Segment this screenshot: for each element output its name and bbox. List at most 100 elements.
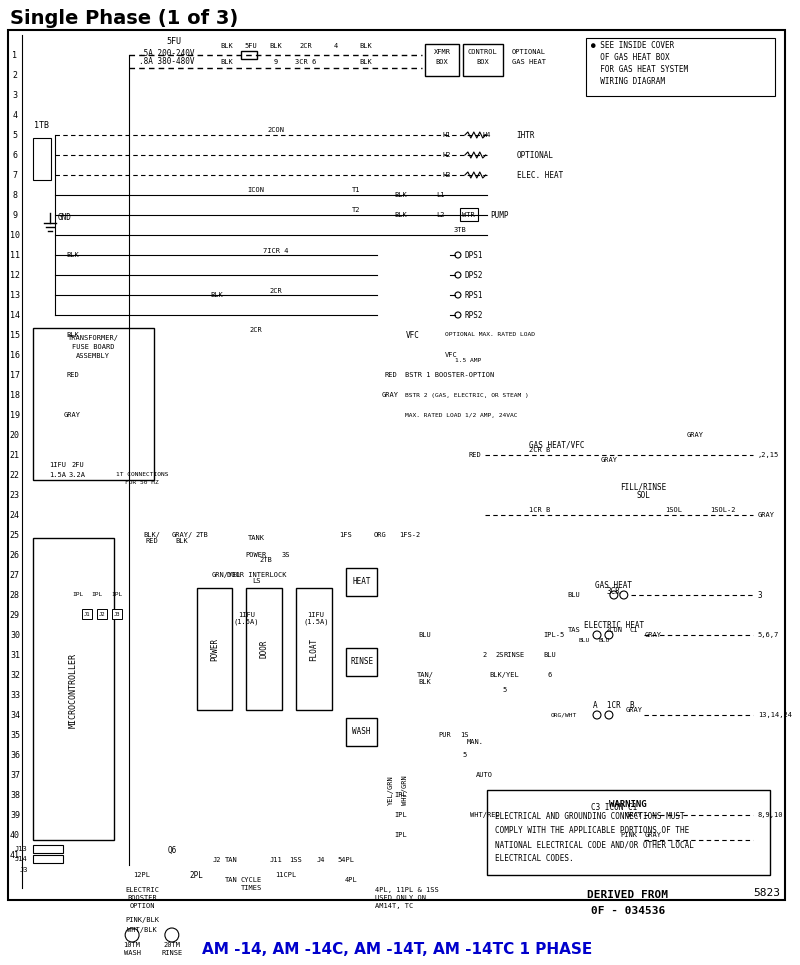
Text: BLK/YEL: BLK/YEL <box>490 672 519 678</box>
Text: 5: 5 <box>462 752 467 758</box>
Text: OF GAS HEAT BOX: OF GAS HEAT BOX <box>591 53 670 63</box>
Text: 2FU: 2FU <box>71 462 84 468</box>
Text: ,2,15: ,2,15 <box>758 452 779 458</box>
Text: 9: 9 <box>13 210 18 219</box>
Bar <box>242 51 258 59</box>
Text: IPL: IPL <box>92 593 103 597</box>
Text: J11: J11 <box>270 857 282 863</box>
Text: YEL/GRN: YEL/GRN <box>387 775 394 805</box>
Text: GRN/YEL: GRN/YEL <box>212 572 242 578</box>
Text: VFC: VFC <box>406 330 419 340</box>
Text: 1.5A: 1.5A <box>49 472 66 478</box>
Text: NATIONAL ELECTRICAL CODE AND/OR OTHER LOCAL: NATIONAL ELECTRICAL CODE AND/OR OTHER LO… <box>494 840 694 849</box>
Text: ELEC. HEAT: ELEC. HEAT <box>517 171 562 179</box>
Text: GRAY: GRAY <box>645 832 662 838</box>
Text: 23: 23 <box>10 490 20 500</box>
Text: BLK: BLK <box>359 43 372 49</box>
Bar <box>112 609 122 619</box>
Text: BLK: BLK <box>220 59 233 65</box>
Text: H3: H3 <box>442 172 451 178</box>
Text: 18: 18 <box>10 391 20 400</box>
Text: BLU: BLU <box>578 638 590 643</box>
Text: J2: J2 <box>99 613 106 618</box>
Bar <box>346 648 378 676</box>
Text: J13: J13 <box>15 846 28 852</box>
Text: WHT/GRN: WHT/GRN <box>402 775 408 805</box>
Text: BLK: BLK <box>359 59 372 65</box>
Text: WHT/BLK: WHT/BLK <box>127 927 157 933</box>
Text: RPS2: RPS2 <box>465 311 483 319</box>
Text: 38: 38 <box>10 790 20 799</box>
Text: 11CPL: 11CPL <box>275 872 297 878</box>
Text: 10TM: 10TM <box>124 942 141 948</box>
Text: RINSE: RINSE <box>162 950 182 956</box>
Text: 3CR 6: 3CR 6 <box>295 59 317 65</box>
Bar <box>33 538 114 840</box>
Text: BLK: BLK <box>210 292 223 298</box>
Text: TAS: TAS <box>568 627 581 633</box>
Text: 1T CONNECTIONS: 1T CONNECTIONS <box>116 473 168 478</box>
Bar <box>98 609 107 619</box>
Text: 1IFU: 1IFU <box>49 462 66 468</box>
Text: PINK/BLK: PINK/BLK <box>125 917 159 923</box>
Text: BLK: BLK <box>175 538 188 544</box>
Bar <box>463 44 502 76</box>
Text: 12: 12 <box>10 270 20 280</box>
Text: 41: 41 <box>10 850 20 860</box>
Text: BLK: BLK <box>394 192 406 198</box>
Text: BOX: BOX <box>436 59 449 65</box>
Text: .5A 200-240V: .5A 200-240V <box>139 48 194 58</box>
Text: 36: 36 <box>10 751 20 759</box>
Text: BSTR 2 (GAS, ELECTRIC, OR STEAM ): BSTR 2 (GAS, ELECTRIC, OR STEAM ) <box>406 393 529 398</box>
Text: FUSE BOARD: FUSE BOARD <box>72 344 114 350</box>
Text: 13: 13 <box>10 290 20 299</box>
Text: WHT/RED: WHT/RED <box>470 812 500 818</box>
Text: 1S: 1S <box>461 732 469 738</box>
Text: BLU: BLU <box>418 632 431 638</box>
Text: RED: RED <box>469 452 481 458</box>
Text: GAS HEAT: GAS HEAT <box>511 59 546 65</box>
Text: 0F - 034536: 0F - 034536 <box>590 906 665 916</box>
Bar <box>246 588 282 710</box>
Text: GND: GND <box>58 213 71 223</box>
Text: 21: 21 <box>10 451 20 459</box>
Text: (1.5A): (1.5A) <box>303 619 329 625</box>
Text: IPL: IPL <box>72 593 83 597</box>
Text: IHTR: IHTR <box>517 130 535 140</box>
Text: 10: 10 <box>10 231 20 239</box>
Text: 2CR: 2CR <box>270 288 282 294</box>
Text: DOOR INTERLOCK: DOOR INTERLOCK <box>226 572 286 578</box>
Text: 33: 33 <box>10 691 20 700</box>
Text: C3 ICON C1: C3 ICON C1 <box>590 804 637 813</box>
Text: (1.5A): (1.5A) <box>234 619 259 625</box>
Text: 6: 6 <box>13 151 18 159</box>
Text: 15: 15 <box>10 330 20 340</box>
Text: DOOR: DOOR <box>260 640 269 658</box>
Text: GRAY: GRAY <box>758 512 775 518</box>
Bar <box>425 44 459 76</box>
Bar <box>460 208 478 221</box>
Text: 54PL: 54PL <box>337 857 354 863</box>
Text: 5823: 5823 <box>753 888 780 898</box>
Text: TAN: TAN <box>225 857 238 863</box>
Bar <box>82 609 92 619</box>
Text: OPTIONAL: OPTIONAL <box>517 151 554 159</box>
Text: MAX. RATED LOAD 1/2 AMP, 24VAC: MAX. RATED LOAD 1/2 AMP, 24VAC <box>406 412 518 418</box>
Text: COMPLY WITH THE APPLICABLE PORTIONS OF THE: COMPLY WITH THE APPLICABLE PORTIONS OF T… <box>494 826 689 835</box>
Text: WIRING DIAGRAM: WIRING DIAGRAM <box>591 77 665 87</box>
Text: J1: J1 <box>84 613 90 618</box>
Text: GRAY: GRAY <box>626 707 642 713</box>
Text: SOL: SOL <box>637 490 650 500</box>
Text: DPS2: DPS2 <box>465 270 483 280</box>
Text: 2S: 2S <box>495 652 504 658</box>
Text: ICON: ICON <box>248 187 265 193</box>
Text: 4PL, 11PL & 1SS: 4PL, 11PL & 1SS <box>375 887 439 893</box>
Text: 9: 9 <box>274 59 278 65</box>
Text: BLK: BLK <box>394 212 406 218</box>
Text: 1.5 AMP: 1.5 AMP <box>455 357 482 363</box>
Text: LS: LS <box>252 578 261 584</box>
Text: FOR GAS HEAT SYSTEM: FOR GAS HEAT SYSTEM <box>591 66 688 74</box>
Text: 29: 29 <box>10 611 20 620</box>
Text: BSTR 1 BOOSTER-OPTION: BSTR 1 BOOSTER-OPTION <box>406 372 494 378</box>
Text: WARNING: WARNING <box>609 800 646 809</box>
